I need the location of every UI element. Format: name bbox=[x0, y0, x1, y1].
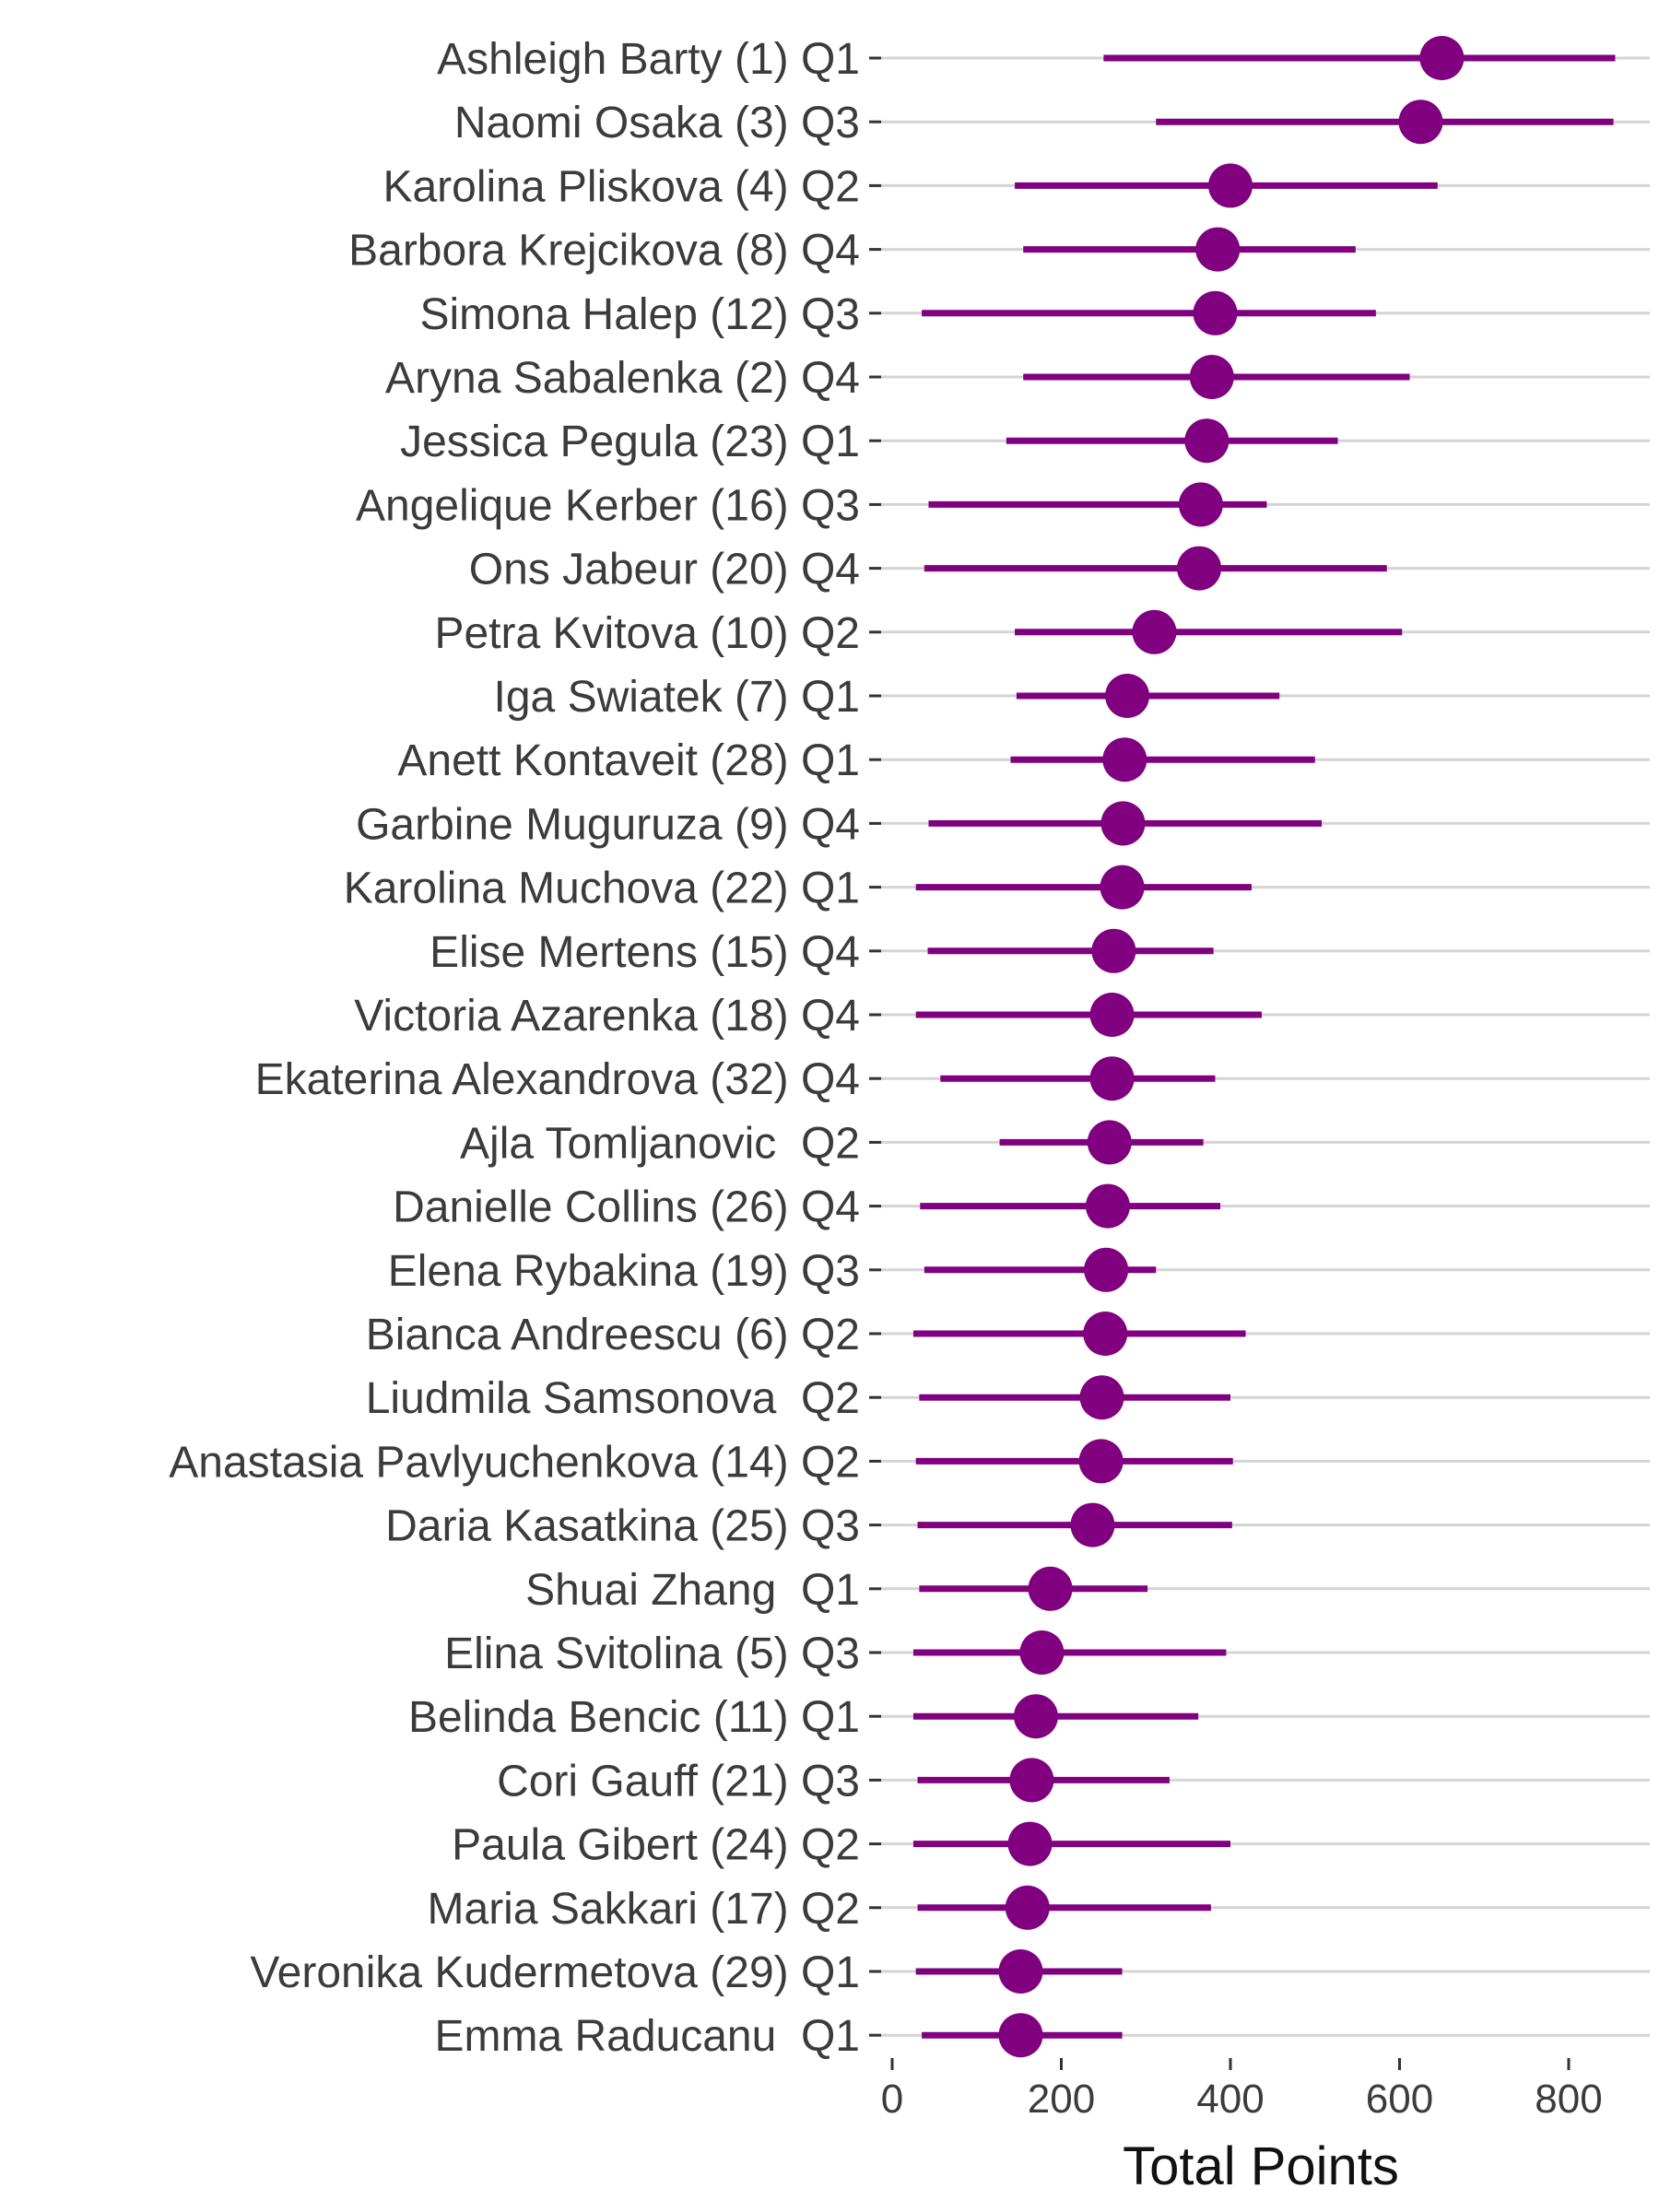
point-estimate bbox=[1419, 36, 1465, 80]
point-estimate bbox=[1132, 609, 1177, 654]
point-estimate bbox=[1007, 1821, 1053, 1866]
point-estimate bbox=[1398, 100, 1443, 145]
point-estimate bbox=[1078, 1439, 1124, 1484]
point-estimate bbox=[998, 1949, 1043, 1994]
point-estimate bbox=[1019, 1630, 1065, 1675]
point-estimate bbox=[1013, 1694, 1058, 1739]
category-label: Anett Kontaveit (28) Q1 bbox=[397, 736, 860, 785]
point-estimate bbox=[1005, 1885, 1050, 1930]
point-estimate bbox=[1100, 865, 1145, 910]
point-estimate bbox=[1102, 737, 1147, 782]
point-estimate bbox=[1184, 418, 1230, 464]
category-label: Daria Kasatkina (25) Q3 bbox=[385, 1502, 860, 1551]
point-estimate bbox=[1083, 1312, 1128, 1356]
category-label: Ons Jabeur (20) Q4 bbox=[469, 546, 860, 594]
category-label: Cori Gauff (21) Q3 bbox=[497, 1757, 860, 1806]
category-label: Belinda Bencic (11) Q1 bbox=[408, 1693, 860, 1742]
category-label: Ekaterina Alexandrova (32) Q4 bbox=[255, 1055, 860, 1104]
category-label: Maria Sakkari (17) Q2 bbox=[428, 1885, 860, 1934]
category-label: Elina Svitolina (5) Q3 bbox=[444, 1630, 860, 1678]
point-estimate bbox=[1070, 1502, 1115, 1547]
category-label: Aryna Sabalenka (2) Q4 bbox=[385, 354, 860, 403]
category-label: Iga Swiatek (7) Q1 bbox=[494, 673, 861, 722]
point-estimate bbox=[998, 2013, 1043, 2058]
category-label: Danielle Collins (26) Q4 bbox=[393, 1183, 860, 1232]
grid-layer bbox=[869, 56, 1650, 2037]
point-estimate bbox=[1100, 801, 1146, 846]
category-label: Naomi Osaka (3) Q3 bbox=[454, 99, 860, 147]
point-layer bbox=[998, 36, 1465, 2058]
category-label: Garbine Muguruza (9) Q4 bbox=[356, 800, 860, 849]
point-estimate bbox=[1195, 227, 1241, 272]
x-tick-label: 200 bbox=[1028, 2077, 1095, 2122]
point-estimate bbox=[1087, 1120, 1132, 1165]
point-estimate bbox=[1178, 482, 1223, 527]
x-tick-label: 600 bbox=[1366, 2077, 1433, 2122]
point-estimate bbox=[1084, 1247, 1129, 1292]
category-label: Veronika Kudermetova (29) Q1 bbox=[250, 1948, 860, 1997]
x-tick-label: 0 bbox=[881, 2077, 903, 2122]
point-estimate bbox=[1089, 993, 1135, 1037]
point-estimate bbox=[1079, 1375, 1124, 1420]
category-label: Angelique Kerber (16) Q3 bbox=[356, 481, 860, 530]
category-label: Elena Rybakina (19) Q3 bbox=[388, 1247, 860, 1296]
category-label: Barbora Krejcikova (8) Q4 bbox=[348, 227, 860, 276]
point-estimate bbox=[1105, 674, 1150, 718]
category-label: Bianca Andreescu (6) Q2 bbox=[366, 1311, 860, 1359]
point-estimate bbox=[1189, 355, 1234, 399]
category-label: Liudmila Samsonova Q2 bbox=[366, 1374, 860, 1423]
category-label: Petra Kvitova (10) Q2 bbox=[434, 609, 860, 658]
category-label: Elise Mertens (15) Q4 bbox=[429, 928, 860, 977]
category-label: Ashleigh Barty (1) Q1 bbox=[437, 35, 860, 84]
category-label: Simona Halep (12) Q3 bbox=[419, 290, 860, 339]
point-estimate bbox=[1009, 1758, 1054, 1803]
category-label: Emma Raducanu Q1 bbox=[434, 2012, 860, 2061]
point-estimate bbox=[1091, 928, 1136, 973]
category-label: Karolina Muchova (22) Q1 bbox=[344, 865, 860, 913]
point-estimate bbox=[1177, 546, 1222, 591]
category-label: Ajla Tomljanovic Q2 bbox=[460, 1119, 860, 1168]
category-label: Shuai Zhang Q1 bbox=[525, 1566, 860, 1615]
category-label: Anastasia Pavlyuchenkova (14) Q2 bbox=[169, 1438, 860, 1487]
point-estimate bbox=[1089, 1056, 1135, 1101]
category-label: Paula Gibert (24) Q2 bbox=[452, 1821, 860, 1870]
category-label-layer: Ashleigh Barty (1) Q1 Naomi Osaka (3) Q3 K… bbox=[169, 35, 860, 2061]
point-estimate bbox=[1193, 290, 1238, 335]
x-tick-label: 800 bbox=[1535, 2077, 1602, 2122]
category-label: Victoria Azarenka (18) Q4 bbox=[354, 992, 860, 1041]
range-layer bbox=[912, 54, 1616, 2039]
category-label: Jessica Pegula (23) Q1 bbox=[400, 418, 860, 466]
point-estimate bbox=[1208, 163, 1253, 208]
x-axis: 0 200 400 600 800 bbox=[881, 2058, 1603, 2122]
category-label: Karolina Pliskova (4) Q2 bbox=[382, 162, 860, 211]
point-estimate bbox=[1085, 1183, 1130, 1229]
x-axis-title: Total Points bbox=[1123, 2136, 1399, 2196]
x-tick-label: 400 bbox=[1196, 2077, 1264, 2122]
point-estimate bbox=[1028, 1566, 1073, 1611]
